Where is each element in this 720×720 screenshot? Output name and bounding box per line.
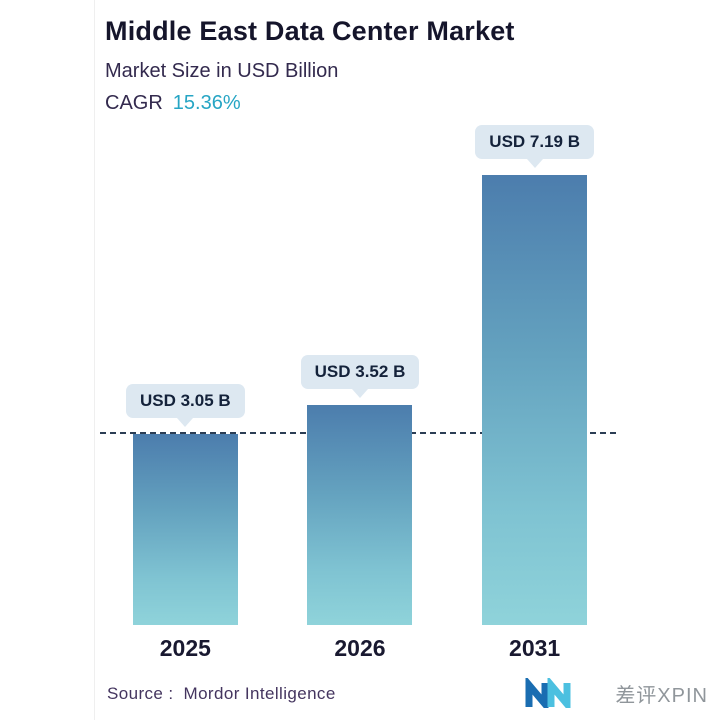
axis-label-2031: 2031 bbox=[509, 635, 561, 661]
bar-2025 bbox=[132, 434, 238, 625]
value-label-pill-2025: USD 3.05 B bbox=[125, 384, 245, 418]
bar-group-2031: USD 7.19 B 2031 bbox=[475, 125, 594, 662]
source-value: Mordor Intelligence bbox=[183, 684, 336, 703]
bar-2026 bbox=[307, 405, 413, 625]
source-text: Source : Mordor Intelligence bbox=[107, 684, 336, 704]
bar-group-2026: USD 3.52 B 2026 bbox=[300, 355, 420, 662]
cagr-row: CAGR 15.36% bbox=[105, 92, 515, 115]
bar-chart: USD 3.05 B 2025 USD 3.52 B 2026 USD 7.19… bbox=[98, 125, 622, 662]
source-label: Source : bbox=[107, 684, 174, 703]
chart-subtitle: Market Size in USD Billion bbox=[105, 60, 339, 82]
pill-pointer-icon bbox=[526, 159, 543, 168]
chart-title: Middle East Data Center Market bbox=[105, 16, 515, 46]
bar-group-2025: USD 3.05 B 2025 bbox=[125, 384, 245, 662]
pill-pointer-icon bbox=[351, 389, 368, 398]
watermark-text: 差评XPIN bbox=[615, 685, 708, 707]
chart-header: Middle East Data Center Market Market Si… bbox=[105, 16, 515, 115]
axis-label-2025: 2025 bbox=[159, 635, 211, 661]
left-edge-divider bbox=[94, 0, 95, 720]
value-label-pill-2026: USD 3.52 B bbox=[300, 355, 420, 389]
cagr-value: 15.36% bbox=[172, 92, 241, 114]
pill-pointer-icon bbox=[177, 418, 194, 427]
bar-2031 bbox=[482, 175, 588, 625]
value-label-pill-2031: USD 7.19 B bbox=[475, 125, 594, 159]
cagr-label: CAGR bbox=[105, 92, 163, 114]
mordor-intelligence-logo bbox=[524, 675, 572, 714]
axis-label-2026: 2026 bbox=[334, 635, 386, 661]
